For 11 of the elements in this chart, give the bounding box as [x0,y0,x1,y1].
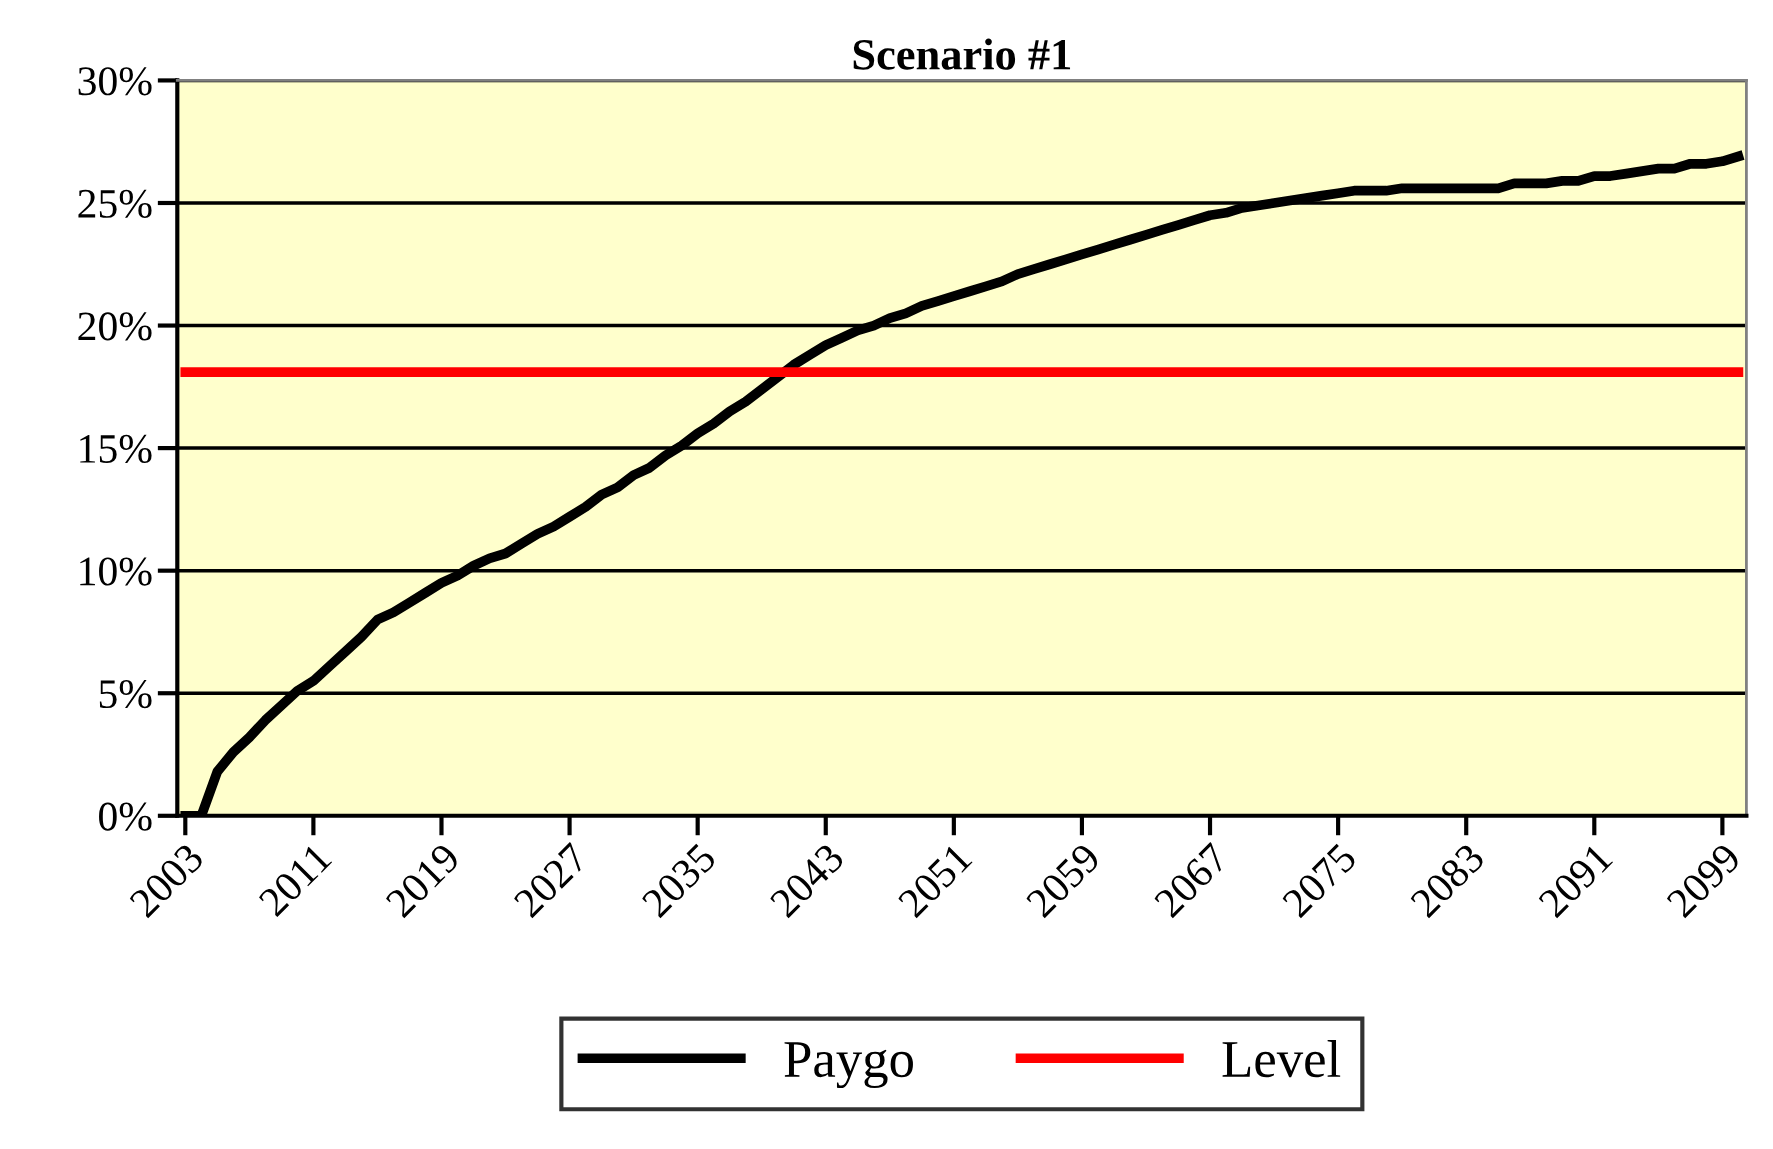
y-tick-label: 30% [78,67,152,96]
y-tick-label: 25% [78,189,152,218]
legend-label: Level [1222,1040,1341,1078]
y-tick-label: 15% [80,434,152,464]
y-tick-label: 20% [78,312,152,341]
y-tick-label: 0% [99,802,152,831]
x-tick-label: 2011 [257,842,333,918]
legend-label: Paygo [784,1042,913,1089]
y-tick-label: 5% [99,679,152,709]
chart-title: Scenario #1 [853,38,1071,70]
y-tick-label: 10% [80,557,152,586]
